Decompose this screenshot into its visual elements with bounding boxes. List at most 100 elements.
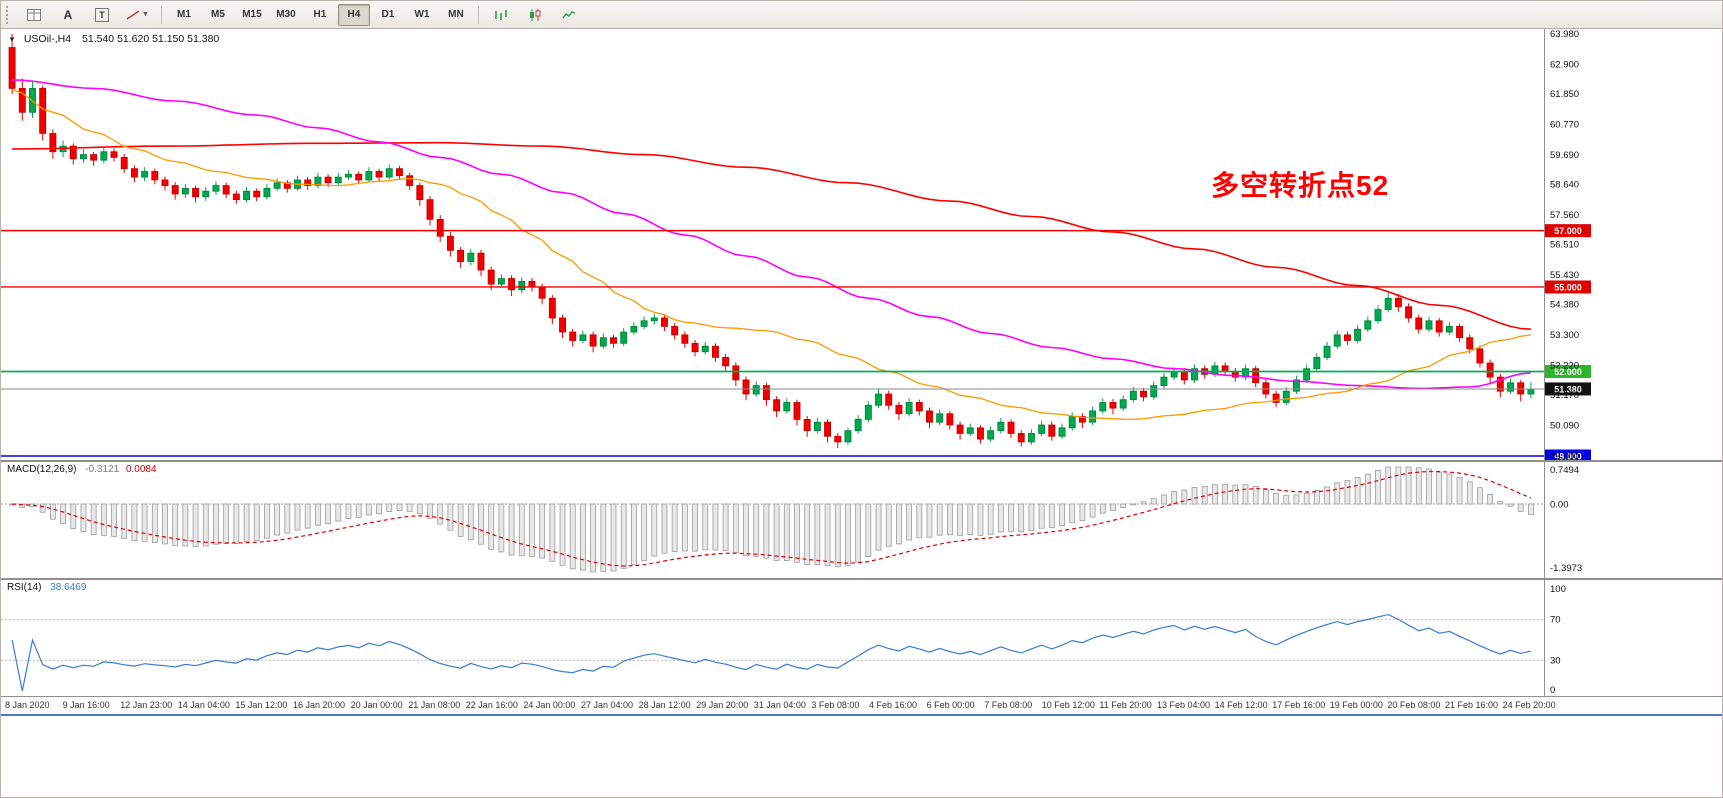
- ma-fast-line[interactable]: [11, 89, 1531, 421]
- candlestick-type-icon: [529, 8, 541, 21]
- text-label-button[interactable]: T: [86, 4, 118, 26]
- rsi-panel[interactable]: 100 70 30 0: [1, 579, 1723, 696]
- macd-histogram: [9, 466, 1534, 573]
- macd-signal-line: [12, 470, 1532, 567]
- trendline-icon: [126, 9, 140, 20]
- svg-text:51.170: 51.170: [1550, 390, 1579, 401]
- svg-text:-1.3973: -1.3973: [1550, 563, 1582, 574]
- time-label: 20 Jan 00:00: [350, 700, 403, 710]
- rsi-line: [11, 613, 1532, 692]
- toolbar-separator: [160, 5, 162, 24]
- svg-text:62.900: 62.900: [1550, 60, 1579, 71]
- time-axis[interactable]: 8 Jan 2020 9 Jan 16:00 12 Jan 23:00 14 Jan …: [1, 696, 1722, 714]
- macd-header: MACD(12,26,9) -0.3121 0.0084: [7, 464, 157, 475]
- time-label: 17 Feb 16:00: [1272, 700, 1326, 710]
- timeframe-button-mn[interactable]: MN: [448, 9, 464, 20]
- macd-panel[interactable]: 0.7494 0.00 -1.3973: [1, 461, 1723, 579]
- macd-signal-value: 0.0084: [125, 464, 157, 475]
- time-label: 20 Feb 08:00: [1387, 700, 1441, 710]
- candlestick-type-button[interactable]: [519, 4, 551, 26]
- chart-annotation-text[interactable]: 多空转折点52: [1211, 170, 1390, 201]
- line-chart-type-button[interactable]: [553, 4, 585, 26]
- ma-slow-line[interactable]: [12, 141, 1531, 330]
- charts-grid-icon-button[interactable]: [18, 4, 50, 26]
- time-label: 16 Jan 20:00: [293, 700, 346, 710]
- time-label: 14 Jan 04:00: [177, 700, 230, 710]
- time-label: 8 Jan 2020: [5, 700, 50, 710]
- timeframe-button-h4[interactable]: H4: [337, 3, 370, 26]
- time-label: 27 Jan 04:00: [581, 700, 634, 710]
- candlestick-series[interactable]: [8, 34, 1535, 449]
- main-price-chart[interactable]: 57.000 55.000 52.000 51.380 49.000 63.980 62.9…: [1, 29, 1723, 461]
- time-label: 11 Feb 20:00: [1099, 700, 1152, 710]
- rsi-header: RSI(14) 38.6469: [7, 582, 86, 593]
- horizontal-level-lines[interactable]: 57.000 55.000 52.000 51.380 49.000: [1, 224, 1591, 461]
- timeframe-button-d1[interactable]: D1: [381, 9, 395, 20]
- time-label: 12 Jan 23:00: [120, 700, 173, 710]
- bar-chart-type-button[interactable]: [485, 4, 517, 26]
- timeframe-group: M1 M5 M15 M30 H1 H4 D1 W1 MN: [167, 3, 473, 26]
- time-label: 14 Feb 12:00: [1214, 700, 1268, 710]
- time-label: 31 Jan 04:00: [753, 700, 806, 710]
- price-tag-label: 52.000: [1554, 367, 1582, 377]
- toolbar-grip[interactable]: [6, 5, 12, 24]
- toolbar-separator: [477, 5, 479, 24]
- time-label: 24 Jan 00:00: [523, 700, 576, 710]
- time-label: 28 Jan 12:00: [638, 700, 691, 710]
- time-label: 29 Jan 20:00: [696, 700, 749, 710]
- svg-text:30: 30: [1550, 655, 1561, 666]
- time-label: 19 Feb 00:00: [1329, 700, 1383, 710]
- time-label: 24 Feb 20:00: [1502, 700, 1556, 710]
- window-bottom-edge: [1, 714, 1722, 716]
- time-label: 10 Feb 12:00: [1041, 700, 1095, 710]
- svg-text:0.00: 0.00: [1550, 500, 1569, 511]
- svg-text:59.690: 59.690: [1550, 150, 1579, 161]
- time-label: 9 Jan 16:00: [62, 700, 110, 710]
- ma-mid-line[interactable]: [12, 79, 1531, 390]
- text-annotation-button[interactable]: A: [63, 7, 73, 22]
- price-tag-55.000: [1545, 280, 1591, 294]
- svg-text:52.220: 52.220: [1550, 360, 1579, 371]
- text-label-glyph: T: [95, 7, 109, 22]
- svg-text:55.430: 55.430: [1550, 270, 1579, 281]
- price-tag-label: 55.000: [1554, 283, 1582, 293]
- price-tag-label: 51.380: [1554, 385, 1582, 395]
- svg-text:0: 0: [1550, 685, 1555, 696]
- svg-text:100: 100: [1550, 584, 1566, 595]
- timeframe-button-m30[interactable]: M30: [276, 9, 296, 20]
- price-tag-51.380: [1545, 382, 1591, 396]
- price-tag-label: 49.000: [1554, 452, 1582, 461]
- line-chart-type-icon: [562, 10, 576, 18]
- svg-text:61.850: 61.850: [1550, 89, 1579, 100]
- timeframe-button-w1[interactable]: W1: [414, 9, 430, 20]
- price-tag-57.000: [1545, 224, 1591, 238]
- time-label: 21 Jan 08:00: [408, 700, 461, 710]
- svg-text:57.560: 57.560: [1550, 210, 1579, 221]
- svg-text:56.510: 56.510: [1550, 240, 1579, 251]
- shapes-dropdown-button[interactable]: ▼: [120, 4, 155, 26]
- toolbar: A T ▼ M1 M5 M15 M30 H1 H4 D1 W1 MN: [1, 1, 1722, 29]
- timeframe-button-m5[interactable]: M5: [210, 9, 225, 20]
- svg-text:0.7494: 0.7494: [1550, 465, 1579, 476]
- rsi-value: 38.6469: [50, 582, 87, 593]
- price-tag-52.000: [1545, 364, 1591, 378]
- chevron-down-icon: ▼: [142, 11, 149, 18]
- macd-label: MACD(12,26,9): [7, 464, 77, 475]
- timeframe-button-h1[interactable]: H1: [313, 9, 327, 20]
- time-label: 15 Jan 12:00: [235, 700, 288, 710]
- one-click-trading-collapse-icon[interactable]: ▼: [8, 35, 16, 44]
- timeframe-button-m15[interactable]: M15: [242, 9, 262, 20]
- time-label: 21 Feb 16:00: [1445, 700, 1499, 710]
- time-label: 6 Feb 00:00: [926, 700, 975, 710]
- svg-text:70: 70: [1550, 615, 1561, 626]
- symbol-period-label: USOil-,H4: [23, 33, 72, 45]
- macd-main-value: -0.3121: [85, 464, 120, 475]
- price-tag-49.000: [1545, 449, 1591, 461]
- svg-text:60.770: 60.770: [1550, 120, 1579, 131]
- price-tag-label: 57.000: [1554, 226, 1582, 236]
- charts-grid-icon: [27, 8, 41, 21]
- chart-title: ▼ USOil-,H4 51.540 51.620 51.150 51.380: [8, 33, 219, 45]
- timeframe-button-m1[interactable]: M1: [176, 9, 191, 20]
- time-label: 22 Jan 16:00: [465, 700, 518, 710]
